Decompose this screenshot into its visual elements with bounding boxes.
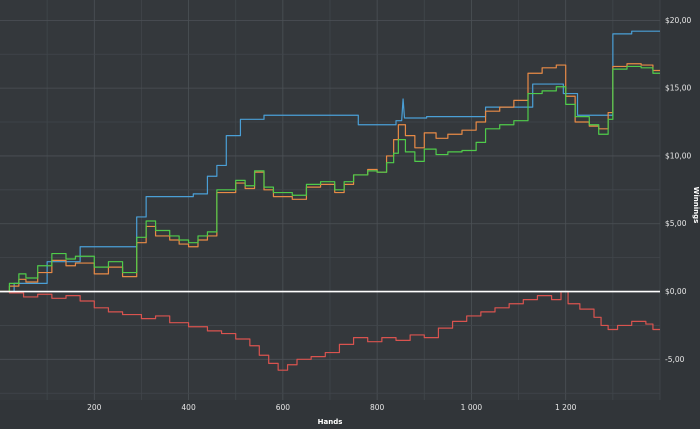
y-axis-label: Winnings	[692, 187, 700, 224]
grid	[0, 0, 661, 400]
x-tick-label: 1 200	[555, 403, 577, 412]
x-tick-labels: 200 400 600 800 1 000 1 200	[87, 403, 577, 412]
y-tick-label: $20,00	[665, 16, 691, 25]
series-line-3	[0, 65, 660, 293]
x-tick-label: 400	[181, 403, 196, 412]
y-tick-label: $0,00	[665, 287, 687, 296]
x-tick-label: 800	[370, 403, 385, 412]
y-tick-label: $10,00	[665, 151, 691, 160]
y-tick-label: -5,00	[665, 355, 685, 364]
x-tick-label: 600	[276, 403, 291, 412]
y-tick-labels: -5,00 $0,00 $5,00 $10,00 $15,00 $20,00	[665, 16, 691, 364]
y-tick-label: $15,00	[665, 84, 691, 93]
series-line-4	[0, 290, 660, 371]
x-axis-label: Hands	[318, 418, 343, 426]
x-tick-label: 1 000	[461, 403, 483, 412]
x-tick-label: 200	[87, 403, 102, 412]
series-lines	[0, 30, 660, 371]
y-tick-label: $5,00	[665, 219, 687, 228]
